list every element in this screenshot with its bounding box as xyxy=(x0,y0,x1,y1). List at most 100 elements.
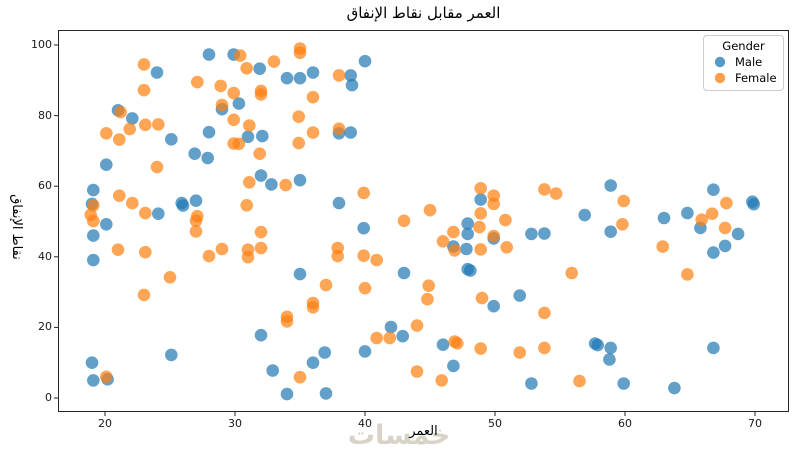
x-tick-label: 30 xyxy=(228,417,242,430)
data-point-male xyxy=(538,227,551,240)
data-point-female xyxy=(473,220,486,234)
legend-box: Gender Male Female xyxy=(703,35,784,91)
data-point-female xyxy=(358,281,372,295)
data-point-female xyxy=(123,122,136,136)
data-point-female xyxy=(137,288,151,302)
data-point-female xyxy=(113,133,126,146)
data-point-female xyxy=(538,183,551,196)
legend-item-male: Male xyxy=(704,54,783,70)
data-point-male xyxy=(202,125,216,139)
data-point-female xyxy=(487,197,501,211)
data-point-male xyxy=(396,329,410,343)
data-point-male xyxy=(707,341,720,355)
data-point-female xyxy=(616,218,629,231)
data-point-female xyxy=(410,319,424,332)
data-point-female xyxy=(227,86,240,100)
data-point-male xyxy=(189,194,203,207)
y-tick-label: 100 xyxy=(31,38,52,51)
data-point-female xyxy=(436,235,450,248)
data-point-female xyxy=(191,75,204,89)
data-point-female xyxy=(319,278,333,292)
data-point-female xyxy=(397,214,411,228)
data-point-female xyxy=(254,225,268,239)
data-point-female xyxy=(227,113,240,127)
data-point-female xyxy=(474,243,488,256)
data-point-male xyxy=(254,328,268,342)
data-point-male xyxy=(603,353,616,366)
data-point-female xyxy=(448,244,462,257)
data-point-male xyxy=(384,320,398,334)
data-point-male xyxy=(344,126,358,139)
data-point-female xyxy=(500,241,513,254)
data-point-female xyxy=(538,341,551,355)
data-point-male xyxy=(461,227,475,241)
x-tick-label: 70 xyxy=(748,417,762,430)
data-point-female xyxy=(332,122,346,135)
data-point-female xyxy=(267,55,281,68)
data-point-female xyxy=(423,203,437,217)
data-point-female xyxy=(254,88,268,101)
data-point-male xyxy=(345,78,359,92)
data-point-female xyxy=(292,136,306,150)
data-point-female xyxy=(87,214,100,228)
data-point-male xyxy=(460,242,473,256)
data-point-male xyxy=(306,66,320,79)
data-point-female xyxy=(499,213,512,227)
data-point-male xyxy=(578,208,591,222)
data-point-male xyxy=(87,374,100,387)
data-point-female xyxy=(306,126,320,139)
data-point-female xyxy=(474,342,488,355)
data-point-male xyxy=(306,356,320,370)
data-point-male xyxy=(87,253,100,267)
data-point-female xyxy=(254,241,268,255)
data-point-male xyxy=(280,71,294,85)
data-point-female xyxy=(718,221,732,235)
data-point-female xyxy=(422,279,436,293)
data-point-female xyxy=(474,207,488,220)
data-point-male xyxy=(344,69,358,82)
data-point-female xyxy=(150,160,164,174)
data-point-female xyxy=(253,147,266,160)
data-point-male xyxy=(232,97,246,110)
chart-title: العمر مقابل نقاط الإنفاق xyxy=(346,4,501,22)
data-point-male xyxy=(668,381,681,395)
data-point-female xyxy=(306,301,320,314)
data-point-female xyxy=(189,225,203,238)
data-point-female xyxy=(113,189,126,202)
data-point-male xyxy=(657,211,671,225)
y-tick-label: 80 xyxy=(38,108,52,122)
data-point-female xyxy=(565,266,578,280)
data-point-female xyxy=(240,62,253,75)
data-point-male xyxy=(617,377,630,390)
data-point-female xyxy=(126,196,139,210)
data-point-female xyxy=(705,207,719,220)
data-point-male xyxy=(358,54,372,68)
data-point-male xyxy=(87,183,100,197)
data-point-male xyxy=(293,267,307,281)
data-point-male xyxy=(319,387,333,400)
x-tick-label: 60 xyxy=(618,417,632,430)
data-point-female xyxy=(370,253,384,267)
data-point-male xyxy=(241,130,255,144)
data-point-male xyxy=(126,112,139,125)
data-point-female xyxy=(383,331,397,345)
data-point-female xyxy=(241,250,255,264)
data-point-female xyxy=(243,119,256,132)
data-point-male xyxy=(718,239,732,253)
data-point-female xyxy=(720,196,733,210)
data-point-male xyxy=(707,183,720,196)
data-point-male xyxy=(318,346,332,359)
data-point-female xyxy=(656,240,669,253)
y-tick-label: 20 xyxy=(38,320,52,334)
data-point-male xyxy=(707,246,720,259)
data-point-male xyxy=(464,264,477,277)
data-point-female xyxy=(681,268,694,281)
data-point-female xyxy=(513,346,526,359)
data-point-male xyxy=(176,199,190,212)
data-point-female xyxy=(332,69,346,82)
data-point-female xyxy=(475,291,489,305)
data-point-female xyxy=(410,365,424,378)
data-point-male xyxy=(254,169,268,182)
